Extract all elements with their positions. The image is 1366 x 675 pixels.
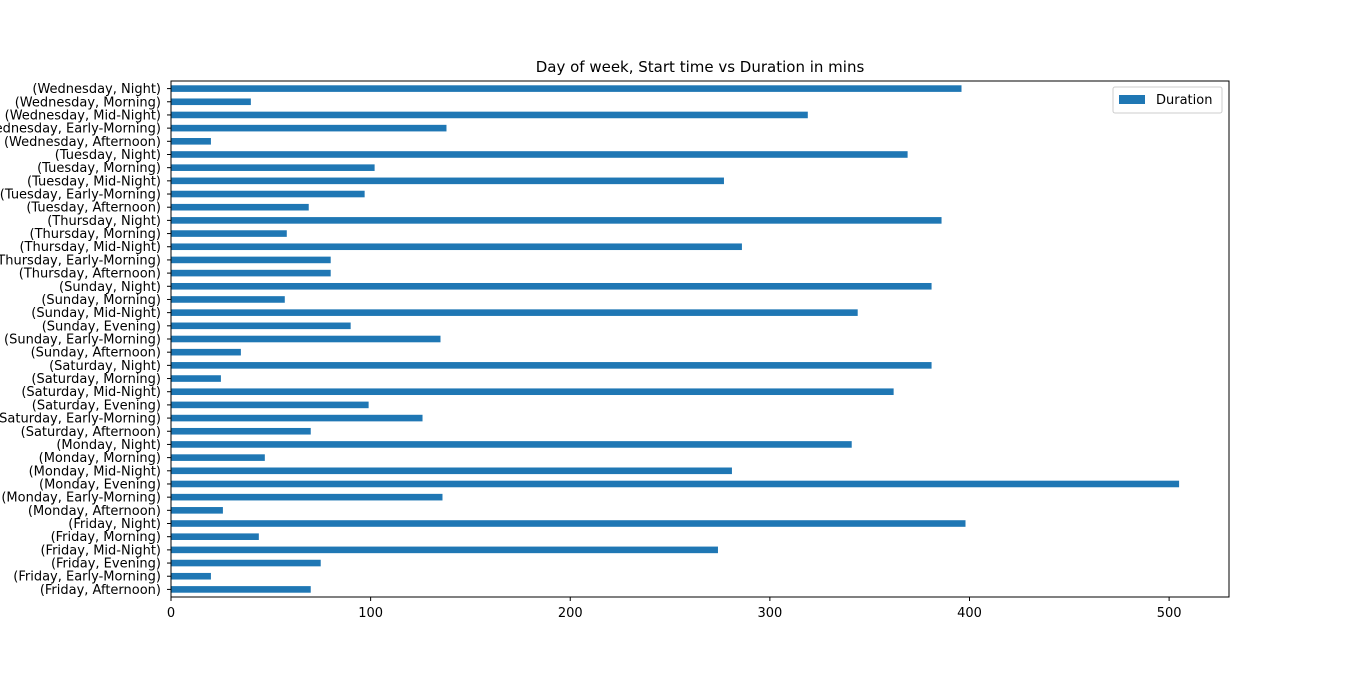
bar xyxy=(171,124,447,132)
bar xyxy=(171,362,932,369)
x-tick-label: 200 xyxy=(558,606,583,621)
y-tick-label: (Friday, Morning) xyxy=(51,530,161,545)
y-tick-label: (Thursday, Early-Morning) xyxy=(0,253,161,268)
x-tick-label: 0 xyxy=(167,606,175,621)
y-tick-label: (Sunday, Evening) xyxy=(42,319,161,334)
bar xyxy=(171,203,309,211)
bar xyxy=(171,454,265,461)
y-tick-label: (Saturday, Afternoon) xyxy=(21,425,161,440)
y-tick-label: (Tuesday, Mid-Night) xyxy=(27,174,161,189)
y-tick-label: (Saturday, Mid-Night) xyxy=(21,385,161,400)
y-tick-label: (Monday, Evening) xyxy=(39,477,161,492)
bar xyxy=(171,322,351,330)
bar xyxy=(171,164,375,171)
y-tick-label: (Saturday, Evening) xyxy=(32,398,161,413)
y-tick-label: (Friday, Night) xyxy=(68,517,161,532)
y-tick-label: (Wednesday, Morning) xyxy=(15,95,161,110)
y-tick-label: (Saturday, Morning) xyxy=(31,372,161,387)
bar xyxy=(171,296,285,303)
y-tick-label: (Monday, Afternoon) xyxy=(28,504,161,519)
bar xyxy=(171,375,221,382)
bar xyxy=(171,309,858,316)
bars-layer xyxy=(171,85,1180,593)
bar xyxy=(171,427,311,435)
y-tick-label: (Thursday, Morning) xyxy=(30,227,162,242)
y-tick-label: (Thursday, Afternoon) xyxy=(19,267,161,282)
y-tick-label: (Thursday, Night) xyxy=(47,214,161,229)
y-tick-label: (Sunday, Mid-Night) xyxy=(31,306,161,321)
plot-frame xyxy=(170,80,1230,598)
y-tick-label: (Monday, Mid-Night) xyxy=(29,464,161,479)
bar xyxy=(171,533,259,540)
chart-title: Day of week, Start time vs Duration in m… xyxy=(536,58,865,76)
bar xyxy=(171,507,223,514)
bar xyxy=(171,85,962,92)
bar xyxy=(171,572,211,580)
bar xyxy=(171,230,287,237)
bar xyxy=(171,177,724,185)
legend-box xyxy=(1112,86,1223,114)
bar xyxy=(171,493,443,501)
bar xyxy=(171,559,321,567)
axes-layer: (Wednesday, Night)(Wednesday, Morning)(W… xyxy=(0,80,1230,621)
y-tick-label: (Wednesday, Afternoon) xyxy=(4,135,161,150)
y-tick-label: (Friday, Evening) xyxy=(51,557,161,572)
bar xyxy=(171,151,908,158)
y-tick-label: (Sunday, Night) xyxy=(59,280,161,295)
y-tick-label: (Monday, Early-Morning) xyxy=(1,491,161,506)
bar xyxy=(171,282,932,290)
y-tick-label: (Sunday, Early-Morning) xyxy=(4,333,161,348)
bar xyxy=(171,269,331,277)
bar xyxy=(171,480,1180,488)
bar xyxy=(171,414,423,422)
y-tick-label: (Thursday, Mid-Night) xyxy=(19,240,161,255)
bar xyxy=(171,586,311,593)
bar xyxy=(171,401,369,409)
x-tick-label: 100 xyxy=(358,606,383,621)
bar xyxy=(171,441,852,448)
y-tick-label: (Monday, Morning) xyxy=(39,451,161,466)
bar xyxy=(171,520,966,527)
bar xyxy=(171,335,441,343)
y-tick-label: (Tuesday, Afternoon) xyxy=(26,201,161,216)
bar xyxy=(171,256,331,264)
y-tick-label: (Sunday, Morning) xyxy=(41,293,161,308)
y-tick-label: (Sunday, Afternoon) xyxy=(31,346,161,361)
bar xyxy=(171,243,742,251)
y-tick-label: (Saturday, Night) xyxy=(49,359,161,374)
x-tick-label: 500 xyxy=(1157,606,1182,621)
bar xyxy=(171,138,211,145)
bar xyxy=(171,388,894,396)
bar xyxy=(171,111,808,119)
y-tick-label: (Friday, Afternoon) xyxy=(40,583,161,598)
y-tick-label: (Tuesday, Morning) xyxy=(37,161,161,176)
bar xyxy=(171,190,365,198)
bar xyxy=(171,348,241,356)
bar xyxy=(171,467,732,475)
bar xyxy=(171,217,942,224)
y-tick-label: (Saturday, Early-Morning) xyxy=(0,412,161,427)
x-tick-label: 300 xyxy=(757,606,782,621)
x-tick-label: 400 xyxy=(957,606,982,621)
bar xyxy=(171,98,251,106)
y-tick-label: (Wednesday, Mid-Night) xyxy=(5,108,161,123)
y-tick-label: (Wednesday, Early-Morning) xyxy=(0,122,161,137)
legend: Duration xyxy=(1112,86,1223,114)
bar xyxy=(171,546,718,554)
y-tick-label: (Tuesday, Early-Morning) xyxy=(0,188,161,203)
y-tick-label: (Friday, Early-Morning) xyxy=(13,570,161,585)
y-tick-label: (Monday, Night) xyxy=(56,438,161,453)
legend-label: Duration xyxy=(1156,93,1212,108)
y-tick-label: (Wednesday, Night) xyxy=(32,82,161,97)
y-tick-label: (Friday, Mid-Night) xyxy=(40,543,161,558)
y-tick-label: (Tuesday, Night) xyxy=(55,148,161,163)
legend-swatch xyxy=(1119,95,1145,104)
